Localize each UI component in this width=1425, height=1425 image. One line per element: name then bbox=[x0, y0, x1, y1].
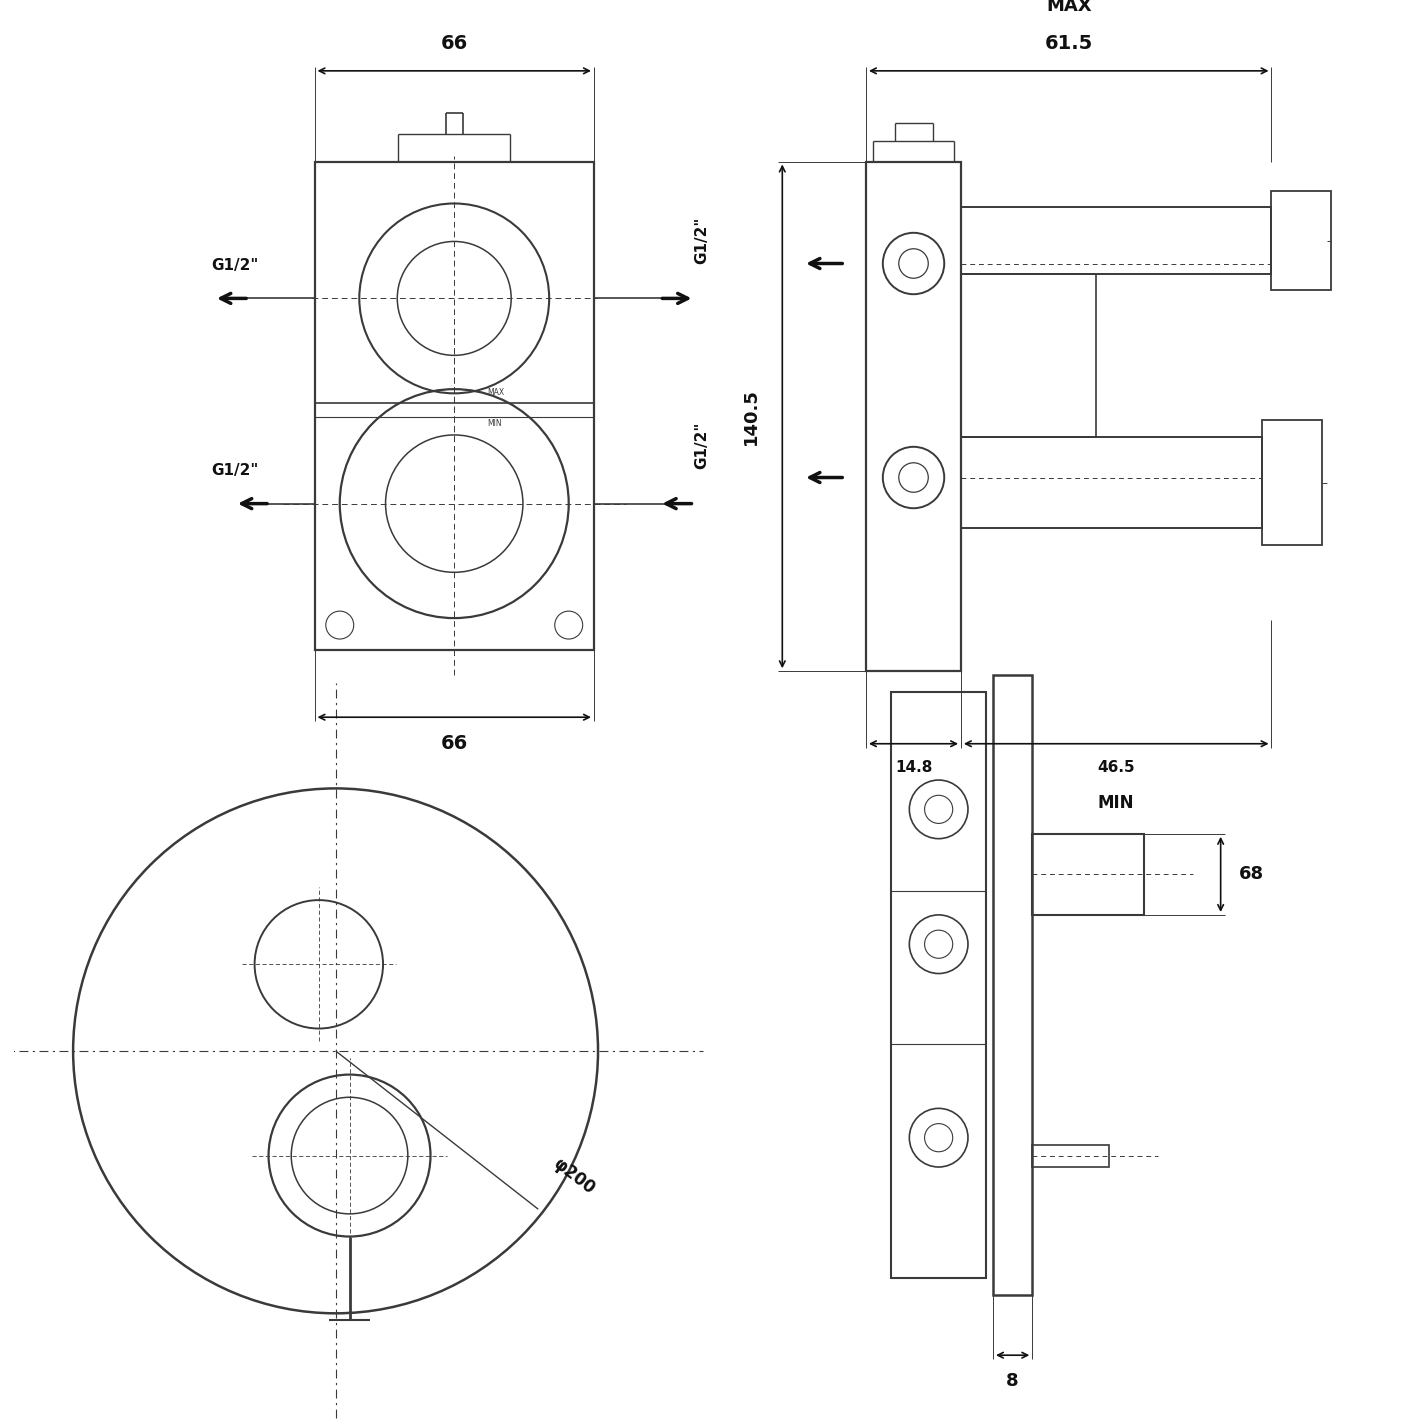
Text: 61.5: 61.5 bbox=[1045, 34, 1093, 53]
Text: 8: 8 bbox=[1006, 1372, 1019, 1389]
Text: 46.5: 46.5 bbox=[1097, 761, 1136, 775]
Text: MIN: MIN bbox=[1099, 794, 1134, 812]
Text: 14.8: 14.8 bbox=[895, 761, 932, 775]
Text: G1/2": G1/2" bbox=[694, 217, 708, 264]
Text: 68: 68 bbox=[1238, 865, 1264, 884]
Text: MIN: MIN bbox=[487, 419, 503, 428]
Text: 140.5: 140.5 bbox=[742, 388, 760, 445]
Text: MAX: MAX bbox=[1046, 0, 1092, 16]
Text: φ200: φ200 bbox=[550, 1154, 598, 1198]
Text: G1/2": G1/2" bbox=[211, 463, 259, 479]
Text: 66: 66 bbox=[440, 734, 467, 752]
Text: 66: 66 bbox=[440, 34, 467, 53]
Text: G1/2": G1/2" bbox=[694, 422, 708, 469]
Text: MAX: MAX bbox=[487, 388, 504, 398]
Text: G1/2": G1/2" bbox=[211, 258, 259, 274]
